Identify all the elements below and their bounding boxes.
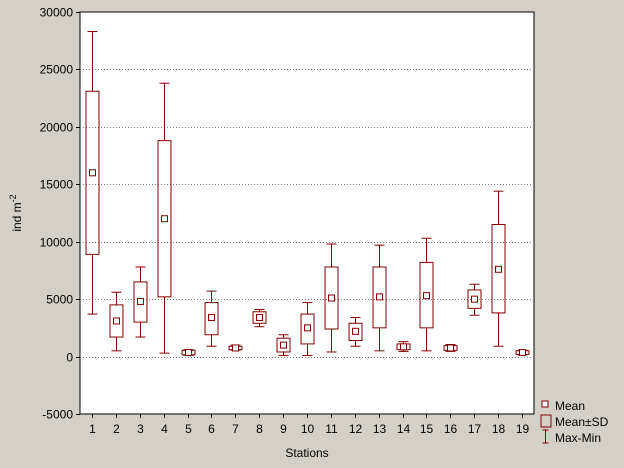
x-tick-label: 17 xyxy=(468,422,482,436)
mean-marker xyxy=(161,215,168,223)
x-axis-ticks: 1 2 3 4 5 6 7 8 9 10 11 12 13 14 15 16 17 18 19 xyxy=(89,414,529,436)
box-station-14 xyxy=(396,341,411,352)
x-tick-label: 12 xyxy=(349,422,363,436)
box-station-16 xyxy=(443,344,458,352)
box-station-3 xyxy=(133,266,148,338)
sd-box xyxy=(133,281,148,323)
mean-marker xyxy=(423,292,430,300)
x-tick-label: 18 xyxy=(492,422,506,436)
x-tick-label: 8 xyxy=(256,422,263,436)
y-tick-label: 15000 xyxy=(40,178,74,192)
gridlines xyxy=(80,69,534,358)
legend-sd-label: Mean±SD xyxy=(555,415,609,429)
sd-box xyxy=(491,223,506,314)
y-axis-title: ind m-2 xyxy=(8,194,24,231)
sd-box xyxy=(372,266,387,329)
y-axis-title-superscript: -2 xyxy=(8,194,18,202)
box-station-6 xyxy=(204,290,219,347)
legend-maxmin-marker xyxy=(542,429,549,444)
mean-marker xyxy=(113,317,120,325)
box-station-5 xyxy=(181,349,196,357)
mean-marker xyxy=(280,341,287,349)
sd-box xyxy=(109,304,124,338)
box-series xyxy=(85,31,530,357)
x-tick-label: 15 xyxy=(420,422,434,436)
y-tick-label: -5000 xyxy=(42,408,73,422)
y-tick-label: 10000 xyxy=(40,236,74,250)
box-station-10 xyxy=(300,302,315,356)
box-station-1 xyxy=(85,31,100,315)
x-tick-label: 4 xyxy=(161,422,168,436)
mean-marker xyxy=(137,297,144,305)
x-tick-label: 11 xyxy=(325,422,338,436)
legend: Mean Mean±SD Max-Min xyxy=(540,399,609,445)
box-station-17 xyxy=(467,283,482,316)
box-station-15 xyxy=(419,237,434,352)
sd-box xyxy=(276,337,291,353)
x-tick-label: 5 xyxy=(185,422,192,436)
x-tick-label: 1 xyxy=(89,422,96,436)
x-axis-title: Stations xyxy=(285,446,328,460)
box-station-2 xyxy=(109,291,124,352)
sd-box xyxy=(157,140,172,298)
y-axis-ticks: -5000 0 5000 10000 15000 20000 25000 30000 xyxy=(40,6,80,422)
box-station-19 xyxy=(515,349,530,357)
box-station-11 xyxy=(324,243,339,353)
mean-marker xyxy=(495,265,502,273)
y-tick-label: 0 xyxy=(66,351,73,365)
box-station-9 xyxy=(276,334,291,356)
legend-maxmin-label: Max-Min xyxy=(555,431,601,445)
x-tick-label: 13 xyxy=(373,422,387,436)
mean-marker xyxy=(400,343,407,351)
x-tick-label: 3 xyxy=(137,422,144,436)
box-station-7 xyxy=(228,344,243,352)
sd-box xyxy=(252,311,267,324)
box-station-13 xyxy=(372,244,387,352)
x-tick-label: 2 xyxy=(113,422,120,436)
box-station-8 xyxy=(252,308,267,328)
box-station-12 xyxy=(348,317,363,347)
sd-box xyxy=(348,322,363,341)
box-station-4 xyxy=(157,82,172,354)
mean-marker xyxy=(447,344,454,352)
sd-box xyxy=(467,289,482,309)
y-tick-label: 20000 xyxy=(40,121,74,135)
sd-box xyxy=(419,261,434,329)
sd-box xyxy=(300,313,315,345)
mean-marker xyxy=(471,295,478,303)
mean-marker xyxy=(519,349,526,357)
legend-mean-marker xyxy=(541,400,549,408)
sd-box xyxy=(204,302,219,336)
sd-box xyxy=(324,266,339,330)
x-tick-label: 9 xyxy=(280,422,287,436)
x-tick-label: 19 xyxy=(516,422,530,436)
mean-marker xyxy=(185,349,192,357)
mean-marker xyxy=(256,314,263,322)
mean-marker xyxy=(352,327,359,335)
legend-mean-label: Mean xyxy=(555,399,585,413)
y-tick-label: 25000 xyxy=(40,63,74,77)
x-tick-label: 7 xyxy=(232,422,239,436)
mean-marker xyxy=(89,169,96,177)
x-tick-label: 16 xyxy=(444,422,458,436)
mean-marker xyxy=(376,293,383,301)
sd-box xyxy=(85,90,100,255)
mean-marker xyxy=(304,324,311,332)
x-tick-label: 14 xyxy=(397,422,411,436)
y-tick-label: 30000 xyxy=(40,6,74,20)
box-station-18 xyxy=(491,190,506,347)
y-tick-label: 5000 xyxy=(46,293,73,307)
mean-marker xyxy=(232,344,239,352)
x-tick-label: 10 xyxy=(301,422,315,436)
mean-marker xyxy=(208,314,215,322)
legend-sd-marker xyxy=(540,414,552,428)
x-tick-label: 6 xyxy=(208,422,215,436)
mean-marker xyxy=(328,294,335,302)
